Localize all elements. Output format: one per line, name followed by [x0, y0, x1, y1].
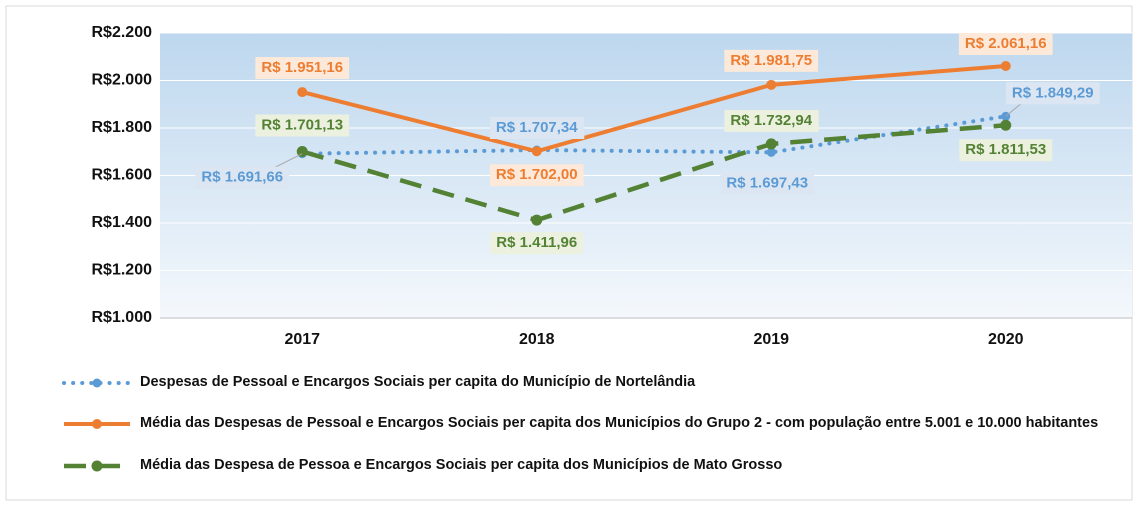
legend-marker — [91, 460, 103, 472]
data-label: R$ 1.732,94 — [730, 112, 812, 129]
series-line — [301, 123, 1006, 223]
data-point — [766, 79, 777, 90]
x-tick-label: 2020 — [988, 331, 1024, 348]
y-tick-label: R$1.400 — [92, 214, 153, 231]
data-label: R$ 1.951,16 — [261, 59, 343, 76]
y-tick-label: R$1.600 — [92, 167, 153, 184]
data-label: R$ 1.707,34 — [496, 119, 578, 136]
data-point — [765, 138, 777, 150]
data-label-group: R$ 1.811,53 — [959, 139, 1053, 162]
data-label-group: R$ 1.691,66 — [195, 166, 290, 189]
data-label-bg — [720, 172, 815, 195]
data-point — [531, 146, 542, 157]
data-label-bg — [724, 49, 819, 72]
legend-marker — [92, 378, 102, 388]
data-label-bg — [255, 57, 350, 80]
leader-line — [272, 153, 303, 170]
data-label-bg — [959, 139, 1053, 162]
data-label-bg — [724, 109, 819, 132]
legend-label: Média das Despesa de Pessoa e Encargos S… — [140, 457, 783, 473]
legend-label: Média das Despesas de Pessoal e Encargos… — [140, 415, 1099, 431]
data-label-group: R$ 1.951,16 — [255, 57, 350, 80]
data-label-group: R$ 1.849,29 — [1005, 82, 1100, 105]
data-label-group: R$ 1.701,13 — [255, 114, 350, 137]
data-label-group: R$ 2.061,16 — [958, 32, 1053, 55]
x-tick-label: 2019 — [753, 331, 789, 348]
x-tick-label: 2018 — [519, 331, 555, 348]
data-label: R$ 2.061,16 — [965, 35, 1047, 52]
data-label: R$ 1.849,29 — [1012, 84, 1094, 101]
data-label: R$ 1.697,43 — [726, 174, 808, 191]
series-line — [300, 114, 1008, 156]
data-label-bg — [1005, 82, 1100, 105]
data-label-group: R$ 1.697,43 — [720, 172, 815, 195]
data-label-group: R$ 1.411,96 — [490, 232, 584, 255]
data-point — [1000, 60, 1011, 71]
y-tick-label: R$1.800 — [92, 119, 153, 136]
data-label-group: R$ 1.981,75 — [724, 49, 819, 72]
data-label-bg — [489, 164, 584, 187]
series-line — [301, 63, 1006, 154]
data-label-bg — [195, 166, 290, 189]
data-label-bg — [490, 232, 584, 255]
data-point — [297, 87, 308, 98]
data-point — [531, 214, 543, 226]
legend-label: Despesas de Pessoal e Encargos Sociais p… — [140, 374, 696, 390]
data-label: R$ 1.811,53 — [965, 141, 1046, 158]
legend-marker — [92, 419, 102, 429]
data-label-group: R$ 1.732,94 — [724, 109, 819, 132]
data-point — [766, 147, 776, 157]
data-label: R$ 1.981,75 — [730, 52, 812, 69]
y-tick-label: R$1.000 — [92, 309, 153, 326]
data-label-bg — [255, 114, 350, 137]
data-label: R$ 1.701,13 — [261, 116, 343, 133]
data-label: R$ 1.411,96 — [496, 234, 577, 251]
data-label-group: R$ 1.702,00 — [489, 164, 584, 187]
data-label: R$ 1.691,66 — [201, 169, 283, 186]
y-tick-label: R$2.200 — [92, 24, 153, 41]
data-label: R$ 1.702,00 — [496, 166, 578, 183]
data-label-bg — [489, 117, 585, 140]
data-label-group: R$ 1.707,34 — [489, 117, 585, 140]
x-tick-label: 2017 — [284, 331, 320, 348]
data-point — [1000, 119, 1012, 131]
data-point — [296, 145, 308, 157]
data-label-bg — [958, 32, 1053, 55]
leader-line — [1005, 101, 1024, 117]
y-tick-label: R$1.200 — [92, 262, 153, 279]
y-tick-label: R$2.000 — [92, 72, 153, 89]
